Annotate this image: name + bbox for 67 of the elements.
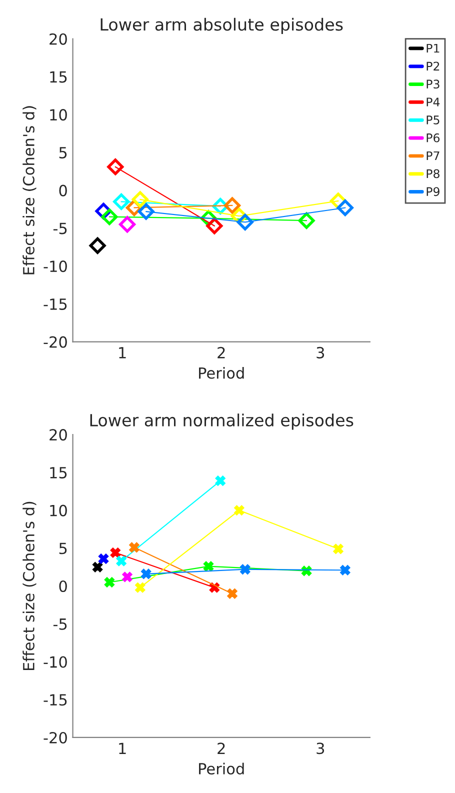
y-tick-label: 10 bbox=[50, 504, 67, 516]
point bbox=[128, 542, 140, 553]
point bbox=[98, 554, 109, 564]
y-axis-title: Effect size (Cohen's d) bbox=[22, 502, 36, 670]
point bbox=[116, 556, 127, 566]
y-tick-label: 5 bbox=[59, 542, 67, 554]
point bbox=[140, 568, 152, 580]
point bbox=[234, 505, 244, 516]
y-tick-label: 0 bbox=[59, 184, 67, 196]
chart-title: Lower arm absolute episodes bbox=[100, 18, 343, 34]
x-tick-label: 2 bbox=[218, 742, 225, 754]
point bbox=[340, 564, 350, 576]
y-tick-label: 20 bbox=[50, 33, 67, 45]
point bbox=[215, 476, 226, 486]
x-tick-label: 2 bbox=[218, 346, 225, 358]
point bbox=[107, 158, 124, 176]
y-tick-label: 10 bbox=[50, 109, 67, 121]
point bbox=[92, 562, 103, 572]
x-tick-label: 1 bbox=[119, 742, 126, 754]
legend-label: P4 bbox=[426, 98, 440, 106]
point bbox=[333, 544, 344, 554]
point bbox=[134, 582, 146, 593]
y-tick-label: -15 bbox=[44, 694, 67, 706]
point bbox=[206, 218, 223, 234]
x-axis-title: Period bbox=[199, 762, 244, 775]
y-tick-label: -20 bbox=[44, 732, 67, 744]
point bbox=[240, 564, 250, 575]
legend-label: P2 bbox=[426, 62, 440, 70]
point bbox=[89, 237, 106, 254]
x-tick-label: 3 bbox=[316, 346, 324, 358]
point bbox=[138, 203, 154, 220]
y-tick-label: 20 bbox=[50, 429, 67, 441]
point bbox=[298, 212, 315, 229]
y-tick-label: -5 bbox=[53, 618, 67, 630]
y-tick-label: 15 bbox=[50, 467, 67, 478]
y-tick-label: -5 bbox=[53, 222, 67, 234]
y-tick-label: -10 bbox=[44, 656, 67, 668]
point bbox=[104, 577, 115, 588]
legend-label: P6 bbox=[426, 133, 440, 142]
y-tick-label: 0 bbox=[59, 580, 67, 592]
point bbox=[236, 214, 254, 230]
legend-label: P5 bbox=[426, 116, 440, 124]
y-axis-title: Effect size (Cohen's d) bbox=[22, 106, 36, 274]
legend-label: P3 bbox=[426, 80, 440, 89]
legend-label: P9 bbox=[426, 187, 440, 196]
point bbox=[132, 191, 148, 208]
y-tick-label: 5 bbox=[59, 147, 67, 158]
y-tick-label: 15 bbox=[50, 71, 67, 83]
y-tick-label: -15 bbox=[44, 298, 67, 310]
point bbox=[122, 572, 132, 582]
point bbox=[336, 199, 354, 216]
point bbox=[119, 216, 136, 233]
legend-label: P1 bbox=[426, 44, 440, 53]
legend-label: P8 bbox=[426, 169, 440, 178]
legend-label: P7 bbox=[426, 151, 440, 160]
y-tick-label: -20 bbox=[44, 336, 67, 348]
x-tick-label: 1 bbox=[119, 347, 126, 358]
x-tick-label: 3 bbox=[316, 742, 324, 754]
point bbox=[227, 588, 238, 599]
point bbox=[110, 547, 121, 558]
point bbox=[224, 197, 241, 214]
point bbox=[101, 208, 118, 226]
x-axis-title: Period bbox=[199, 366, 244, 379]
chart-title: Lower arm normalized episodes bbox=[90, 414, 354, 430]
point bbox=[203, 561, 214, 572]
point bbox=[113, 193, 130, 210]
y-tick-label: -10 bbox=[44, 260, 67, 272]
